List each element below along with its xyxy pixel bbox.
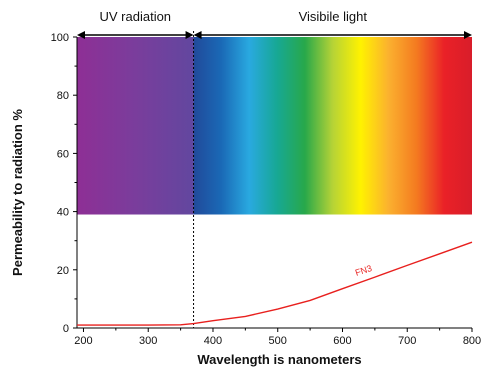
y-tick-label: 100 [51,32,69,44]
region-arrow-head [193,31,202,39]
region-arrows [77,31,472,39]
x-tick-label: 200 [74,335,92,347]
uv-spectrum-band [77,37,194,215]
x-tick-label: 600 [333,335,351,347]
y-tick-label: 80 [57,90,69,102]
series-line-fn3 [77,241,473,326]
region-label-visible: Visibile light [299,9,368,24]
x-axis-title: Wavelength is nanometers [197,352,361,367]
visible-spectrum-band [193,37,472,215]
x-tick-label: 500 [269,335,287,347]
y-axis-ticks: 0 20 40 60 80 100 [51,32,77,335]
y-tick-label: 60 [57,148,69,160]
region-arrow-head [464,31,472,39]
x-tick-label: 400 [204,335,222,347]
y-axis-title: Permeability to radiation % [10,109,25,276]
region-arrow-head [185,31,194,39]
x-tick-label: 700 [398,335,416,347]
x-tick-label: 800 [463,335,481,347]
y-tick-label: 20 [57,265,69,277]
x-axis-ticks: 200 300 400 500 600 700 800 [74,328,481,347]
series-label-fn3: FN3 [354,263,373,278]
region-label-uv: UV radiation [100,9,172,24]
y-tick-label: 0 [63,323,69,335]
region-arrow-head [77,31,85,39]
x-tick-label: 300 [139,335,157,347]
y-tick-label: 40 [57,207,69,219]
